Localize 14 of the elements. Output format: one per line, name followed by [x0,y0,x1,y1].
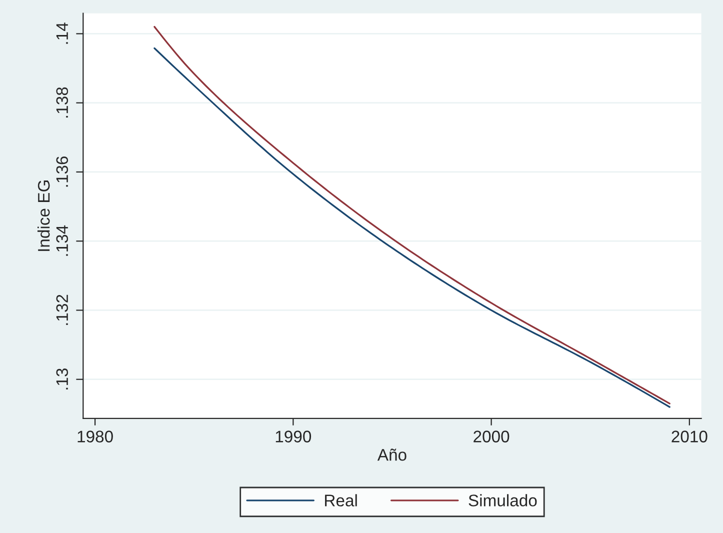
y-tick-label: .14 [56,22,68,44]
x-axis-title: Año [377,448,406,461]
legend-label: Simulado [468,494,537,506]
x-tick-label: 1980 [78,430,113,442]
y-tick-label: .132 [56,294,68,325]
legend-label: Real [325,494,357,506]
y-tick-label: .13 [56,368,68,390]
y-tick-label: .136 [56,156,68,187]
x-tick-label: 2010 [672,430,708,442]
y-tick-label: .134 [56,225,68,256]
y-axis-title: Indice EG [37,180,50,251]
x-tick-label: 1990 [276,430,312,442]
y-tick-label: .138 [56,87,68,118]
x-tick-label: 2000 [474,430,510,442]
